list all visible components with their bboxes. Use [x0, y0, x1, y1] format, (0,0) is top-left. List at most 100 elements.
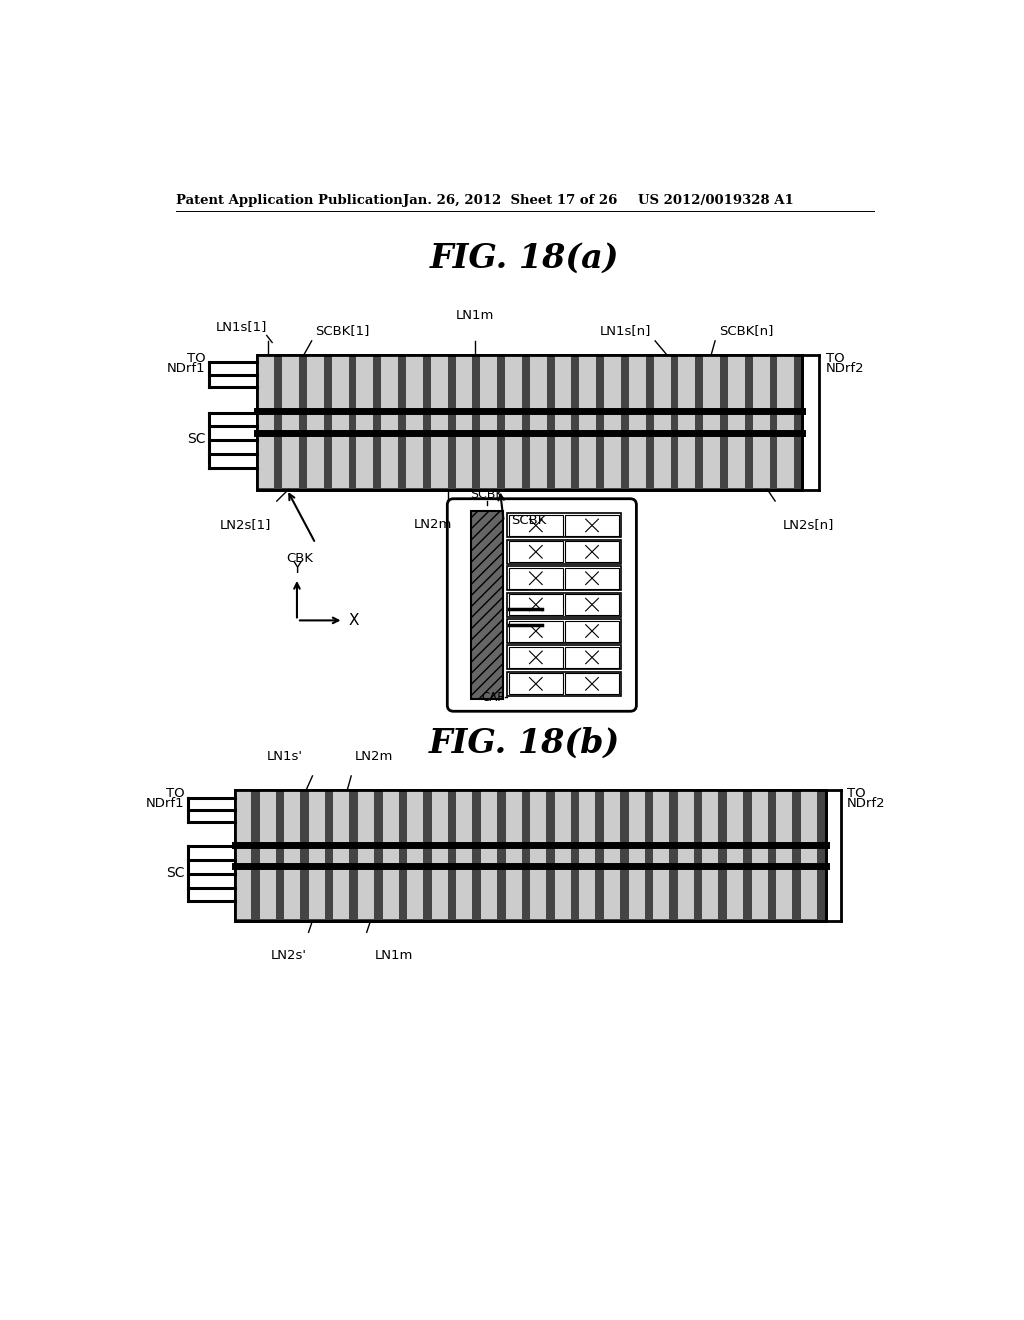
- FancyBboxPatch shape: [447, 499, 636, 711]
- Bar: [283, 356, 299, 488]
- Text: LN1s[n]: LN1s[n]: [600, 323, 651, 337]
- Text: FIG. 18(a): FIG. 18(a): [430, 242, 620, 275]
- Bar: [234, 789, 825, 921]
- Bar: [777, 356, 795, 488]
- Bar: [383, 792, 398, 919]
- Bar: [307, 356, 324, 488]
- Bar: [529, 356, 547, 488]
- Text: CBK: CBK: [287, 552, 313, 565]
- Bar: [564, 594, 620, 615]
- Bar: [604, 356, 621, 488]
- Text: TO: TO: [186, 352, 206, 366]
- Bar: [555, 356, 571, 488]
- Bar: [753, 356, 770, 488]
- Bar: [381, 356, 398, 488]
- Text: US 2012/0019328 A1: US 2012/0019328 A1: [638, 194, 794, 207]
- Text: LN1s[1]: LN1s[1]: [215, 321, 266, 333]
- Bar: [507, 619, 621, 643]
- Bar: [509, 568, 563, 589]
- Bar: [432, 792, 447, 919]
- Bar: [564, 515, 620, 536]
- Text: LN1m: LN1m: [375, 949, 413, 962]
- Bar: [507, 645, 621, 669]
- Text: FIG. 18(b): FIG. 18(b): [429, 727, 621, 760]
- Bar: [285, 792, 300, 919]
- Bar: [801, 792, 817, 919]
- Text: Y: Y: [292, 561, 302, 576]
- Bar: [653, 792, 670, 919]
- Text: CAP: CAP: [481, 690, 505, 704]
- Bar: [679, 356, 695, 488]
- Bar: [257, 356, 274, 488]
- Bar: [580, 356, 596, 488]
- Bar: [334, 792, 349, 919]
- Bar: [332, 356, 348, 488]
- Text: SC: SC: [166, 866, 184, 880]
- Text: Jan. 26, 2012  Sheet 17 of 26: Jan. 26, 2012 Sheet 17 of 26: [403, 194, 617, 207]
- Bar: [752, 792, 768, 919]
- Text: SCBK[n]: SCBK[n]: [719, 323, 773, 337]
- Bar: [234, 792, 251, 919]
- Bar: [564, 568, 620, 589]
- Bar: [507, 672, 621, 696]
- Text: X: X: [348, 612, 358, 628]
- Text: NDrf1: NDrf1: [146, 797, 184, 810]
- Bar: [678, 792, 694, 919]
- Text: LN2m: LN2m: [355, 750, 393, 763]
- Text: LN2s[1]: LN2s[1]: [220, 517, 271, 531]
- Text: TO: TO: [847, 787, 866, 800]
- Bar: [309, 792, 325, 919]
- Bar: [629, 356, 646, 488]
- Bar: [408, 792, 423, 919]
- Bar: [564, 620, 620, 642]
- Bar: [564, 541, 620, 562]
- Bar: [505, 356, 522, 488]
- Bar: [509, 515, 563, 536]
- Bar: [530, 792, 546, 919]
- Text: SCBK: SCBK: [512, 515, 547, 527]
- Bar: [257, 355, 802, 490]
- Bar: [555, 792, 570, 919]
- Bar: [456, 356, 472, 488]
- Text: NDrf2: NDrf2: [847, 797, 886, 810]
- Bar: [604, 792, 621, 919]
- Bar: [509, 620, 563, 642]
- Text: SCBK[1]: SCBK[1]: [315, 323, 370, 337]
- Text: NDrf1: NDrf1: [167, 362, 206, 375]
- Bar: [509, 594, 563, 615]
- Bar: [507, 513, 621, 537]
- Text: LN2m: LN2m: [414, 517, 452, 531]
- Bar: [480, 356, 497, 488]
- Bar: [358, 792, 374, 919]
- Bar: [509, 647, 563, 668]
- Text: LN1s': LN1s': [267, 750, 303, 763]
- Bar: [406, 356, 423, 488]
- Bar: [259, 792, 275, 919]
- Text: LN2s': LN2s': [270, 949, 306, 962]
- Bar: [728, 356, 744, 488]
- Bar: [703, 356, 720, 488]
- Bar: [471, 511, 503, 700]
- Bar: [776, 792, 793, 919]
- Text: LN2s[n]: LN2s[n]: [783, 517, 835, 531]
- Text: LN1m: LN1m: [456, 309, 495, 322]
- Bar: [564, 647, 620, 668]
- Bar: [257, 355, 802, 490]
- Bar: [727, 792, 743, 919]
- Bar: [431, 356, 447, 488]
- Bar: [509, 541, 563, 562]
- Text: Patent Application Publication: Patent Application Publication: [176, 194, 402, 207]
- Bar: [653, 356, 671, 488]
- Bar: [702, 792, 719, 919]
- Text: SC: SC: [187, 433, 206, 446]
- Text: TO: TO: [166, 787, 184, 800]
- Bar: [580, 792, 595, 919]
- Bar: [234, 789, 825, 921]
- Bar: [481, 792, 497, 919]
- Bar: [507, 593, 621, 616]
- Bar: [629, 792, 645, 919]
- Bar: [457, 792, 472, 919]
- Bar: [356, 356, 374, 488]
- Bar: [564, 673, 620, 694]
- Text: NDrf2: NDrf2: [825, 362, 864, 375]
